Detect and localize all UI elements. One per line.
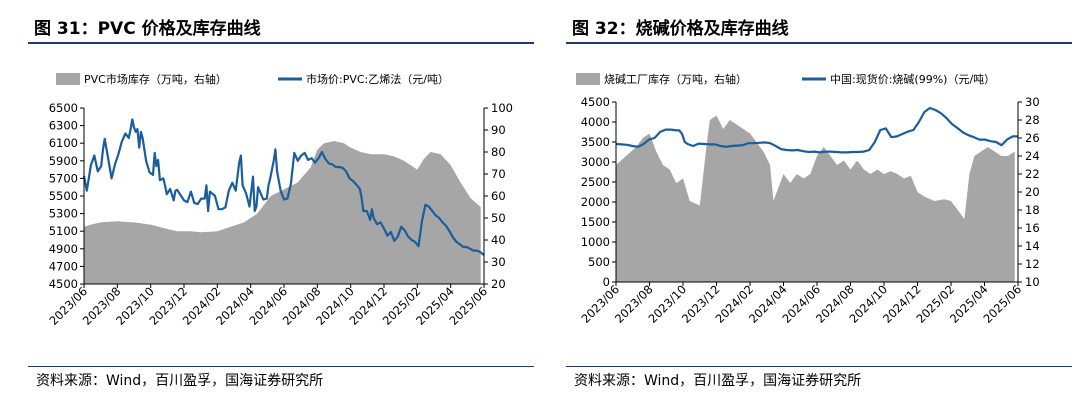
- inventory-area: [84, 141, 481, 284]
- caustic-soda-chart: 烧碱工厂库存（万吨，右轴） 中国:现货价:烧碱(99%)（元/吨） 0 500 1000…: [576, 72, 1040, 326]
- source-divider: [28, 366, 534, 367]
- y-right-tick-label: 28: [1025, 113, 1040, 127]
- y-left-tick-label: 5300: [49, 207, 78, 221]
- legend-area-label: PVC市场库存（万吨，右轴）: [84, 72, 227, 86]
- y-left-tick-label: 500: [588, 255, 610, 269]
- y-left-tick-label: 4000: [581, 115, 610, 129]
- y-right-tick-label: 20: [491, 277, 506, 291]
- y-left-tick-label: 5500: [49, 189, 78, 203]
- y-right-tick-label: 60: [491, 189, 506, 203]
- price-line: [82, 118, 485, 256]
- y-right-tick-label: 10: [1025, 275, 1040, 289]
- y-left-tick-label: 6100: [49, 136, 78, 150]
- inventory-area: [616, 115, 1015, 282]
- legend-line-label: 中国:现货价:烧碱(99%)（元/吨）: [830, 72, 995, 86]
- y-left-tick-label: 1000: [581, 235, 610, 249]
- pvc-chart-panel: 图 31：PVC 价格及库存曲线 PVC市场库存（万吨，右轴） 市场价:PVC:乙…: [28, 0, 538, 407]
- y-right-tick-label: 30: [491, 255, 506, 269]
- y-right-tick-label: 50: [491, 211, 506, 225]
- y-left-tick-label: 3500: [581, 135, 610, 149]
- y-right-tick-label: 90: [491, 123, 506, 137]
- chart-title: 图 32：烧碱价格及库存曲线: [572, 19, 789, 39]
- source-divider: [566, 366, 1072, 367]
- y-left-tick-label: 1500: [581, 215, 610, 229]
- y-right-tick-label: 26: [1025, 131, 1040, 145]
- y-right-tick-label: 14: [1025, 239, 1040, 253]
- y-left-tick-label: 6300: [49, 119, 78, 133]
- y-left-tick-label: 2000: [581, 195, 610, 209]
- y-right-tick-label: 30: [1025, 95, 1040, 109]
- y-left-tick-label: 4700: [49, 259, 78, 273]
- y-left-tick-label: 5900: [49, 154, 78, 168]
- y-right-tick-label: 22: [1025, 167, 1040, 181]
- pvc-chart: PVC市场库存（万吨，右轴） 市场价:PVC:乙烯法（元/吨） 4500 4700 49…: [46, 72, 513, 328]
- legend-area-swatch: [576, 73, 600, 85]
- y-right-tick-label: 70: [491, 167, 506, 181]
- y-left-tick-label: 6500: [49, 101, 78, 115]
- legend-area-swatch: [56, 73, 80, 85]
- y-left-tick-label: 2500: [581, 175, 610, 189]
- y-right-tick-label: 12: [1025, 257, 1040, 271]
- source-note: 资料来源：Wind，百川盈孚，国海证券研究所: [36, 373, 324, 389]
- y-left-tick-label: 5700: [49, 171, 78, 185]
- source-note: 资料来源：Wind，百川盈孚，国海证券研究所: [574, 373, 862, 389]
- caustic-soda-chart-panel: 图 32：烧碱价格及库存曲线 烧碱工厂库存（万吨，右轴） 中国:现货价:烧碱(99…: [566, 0, 1076, 407]
- y-left-tick-label: 4500: [581, 95, 610, 109]
- y-right-tick-label: 18: [1025, 203, 1040, 217]
- y-right-tick-label: 100: [491, 101, 513, 115]
- y-left-tick-label: 0: [603, 275, 610, 289]
- title-divider: [28, 42, 534, 44]
- y-left-tick-label: 5100: [49, 224, 78, 238]
- y-right-tick-label: 24: [1025, 149, 1040, 163]
- title-divider: [566, 42, 1072, 44]
- y-left-tick-label: 4900: [49, 242, 78, 256]
- legend-area-label: 烧碱工厂库存（万吨，右轴）: [604, 72, 747, 86]
- chart-title: 图 31：PVC 价格及库存曲线: [34, 19, 261, 39]
- y-right-tick-label: 40: [491, 233, 506, 247]
- price-line: [615, 106, 1018, 154]
- y-left-tick-label: 3000: [581, 155, 610, 169]
- y-right-tick-label: 80: [491, 145, 506, 159]
- legend-line-label: 市场价:PVC:乙烯法（元/吨）: [306, 72, 449, 86]
- y-right-tick-label: 16: [1025, 221, 1040, 235]
- y-right-tick-label: 20: [1025, 185, 1040, 199]
- y-left-tick-label: 4500: [49, 277, 78, 291]
